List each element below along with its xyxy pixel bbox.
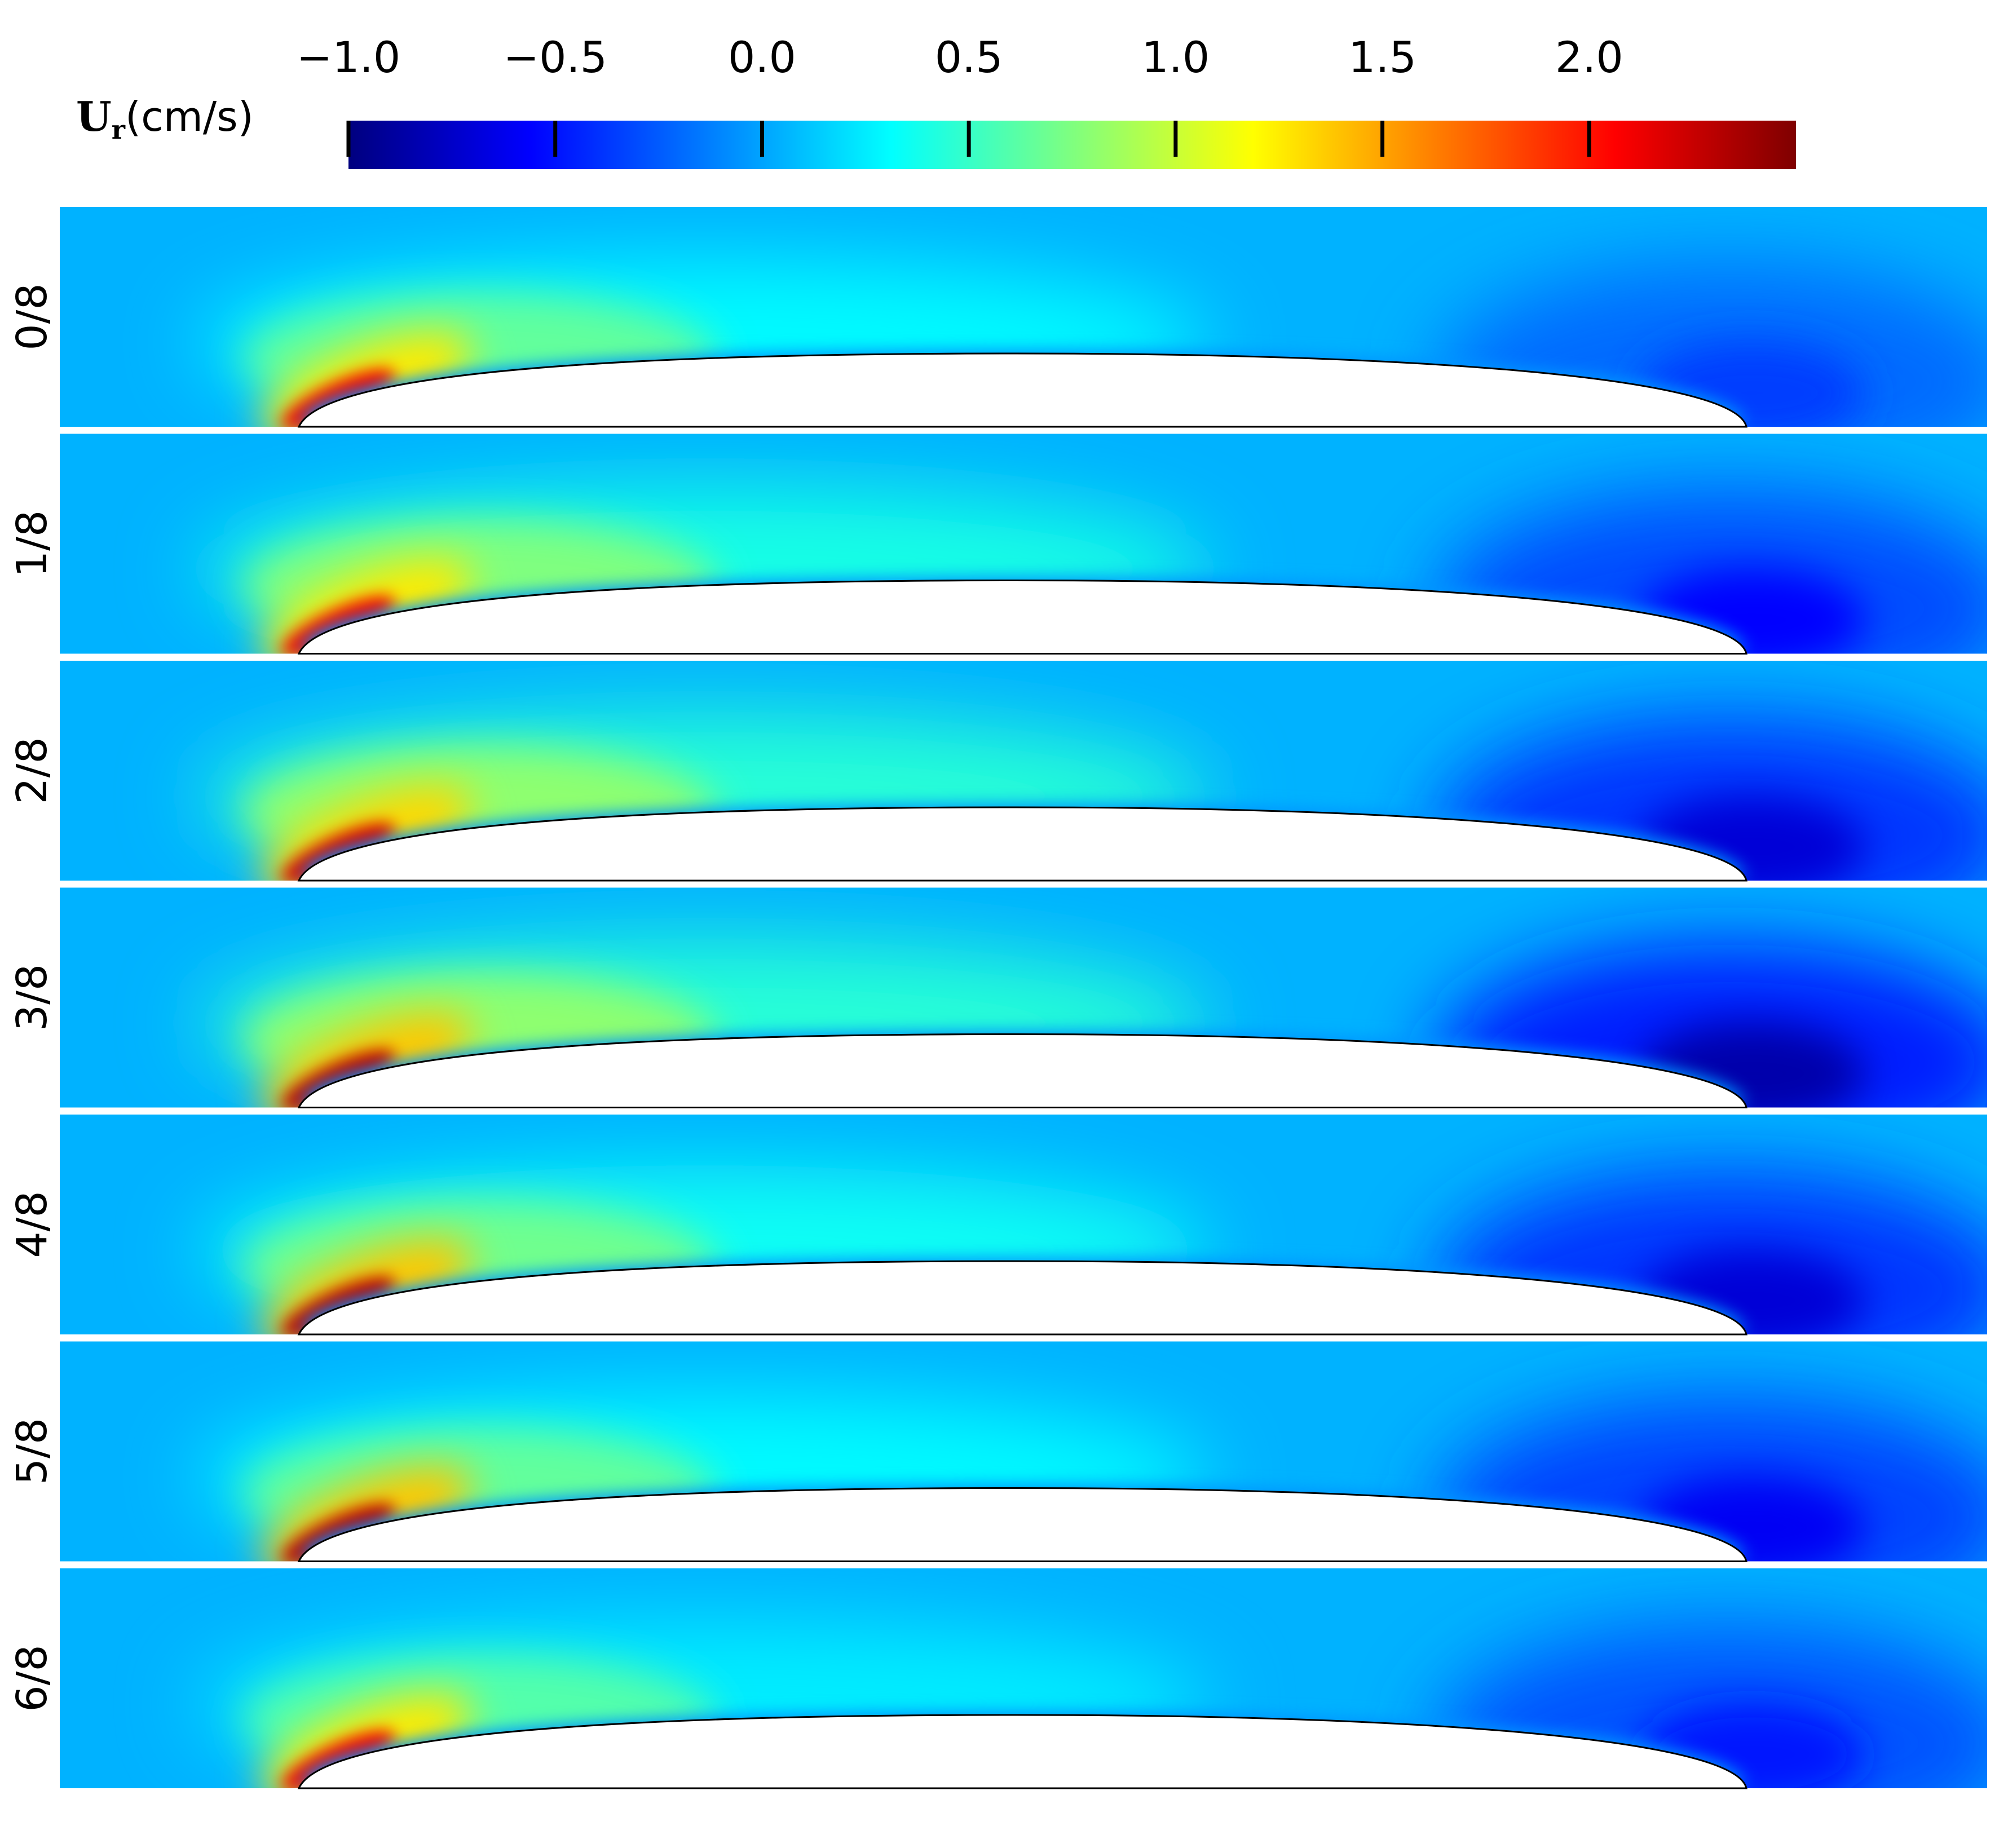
foil-shape (297, 1260, 1747, 1336)
colorbar-label-sub: r (112, 114, 126, 145)
colorbar-tick-label: −1.0 (297, 32, 401, 82)
panel: 0/8 (8, 207, 1987, 428)
panel: 6/8 (8, 1568, 1987, 1789)
colorbar-label-main: U (76, 92, 112, 140)
colorbar-tick-label: 1.0 (1141, 32, 1210, 82)
foil-shape (297, 352, 1747, 428)
foil-shape (297, 1033, 1747, 1108)
colorbar-tick-label: 0.5 (935, 32, 1003, 82)
foil-shape (297, 1487, 1747, 1562)
panel: 4/8 (8, 1115, 1987, 1336)
panel: 3/8 (8, 887, 1987, 1108)
colorbar (348, 121, 1796, 169)
colorbar-tick-label: 2.0 (1555, 32, 1623, 82)
panel-label: 0/8 (8, 283, 56, 350)
panel: 2/8 (8, 661, 1987, 882)
colorbar-ticks (346, 121, 1591, 157)
foil-shape (297, 1714, 1747, 1789)
panel-label: 5/8 (8, 1418, 56, 1485)
panel-label: 3/8 (8, 964, 56, 1031)
panel: 5/8 (8, 1341, 1987, 1562)
colorbar-tick-label: −0.5 (503, 32, 607, 82)
panel-label: 2/8 (8, 737, 56, 804)
panel: 1/8 (8, 434, 1987, 655)
panel-label: 6/8 (8, 1644, 56, 1712)
colorbar-tick-label: 0.0 (728, 32, 796, 82)
foil-shape (297, 806, 1747, 882)
panels: 0/8 1/8 2/8 3/8 4/8 5/8 6/8 (8, 207, 1987, 1789)
colorbar-tick-label: 1.5 (1348, 32, 1416, 82)
colorbar-label-unit: (cm/s) (125, 93, 254, 140)
colorbar-label: Ur(cm/s) (76, 92, 254, 145)
foil-shape (297, 579, 1747, 655)
colorbar-tick-labels: −1.0 −0.5 0.0 0.5 1.0 1.5 2.0 (297, 32, 1623, 82)
panel-label: 4/8 (8, 1191, 56, 1258)
panel-label: 1/8 (8, 510, 56, 577)
